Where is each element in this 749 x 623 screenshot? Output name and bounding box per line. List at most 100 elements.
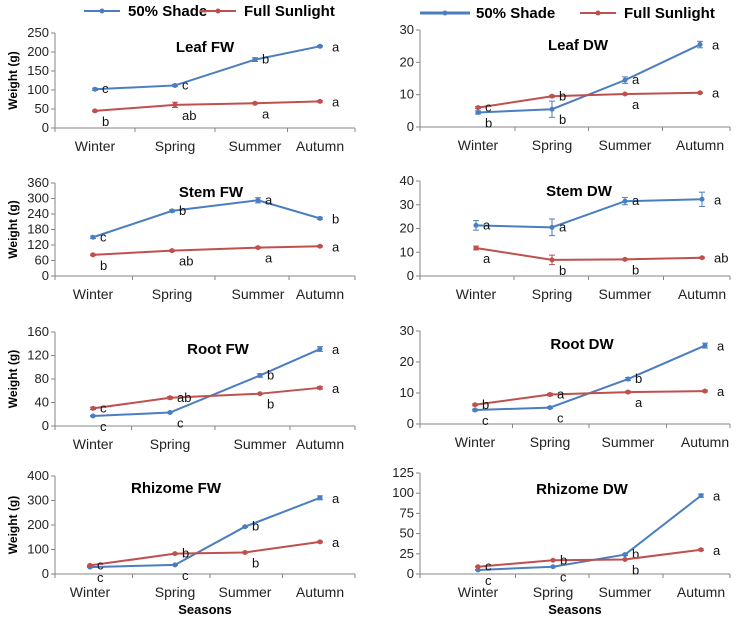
- data-point: [699, 255, 705, 261]
- series-shade: c cba: [92, 39, 340, 96]
- significance-label: b: [102, 114, 109, 129]
- y-tick-label: 0: [42, 418, 49, 433]
- y-tick-label: 120: [27, 348, 49, 363]
- data-point: [252, 100, 258, 106]
- legend-2: 50% Shade Full Sunlight: [420, 5, 715, 22]
- legend-label-shade: 50% Shade: [476, 5, 555, 22]
- significance-label: a: [712, 38, 720, 53]
- significance-label: ab: [179, 254, 193, 269]
- y-tick-label: 20: [400, 221, 414, 236]
- data-point: [167, 395, 173, 401]
- legend-marker-sun: [595, 10, 601, 16]
- data-point: [473, 245, 479, 251]
- series-line: [477, 91, 701, 109]
- significance-label: b: [252, 519, 259, 534]
- significance-label: b: [635, 371, 642, 386]
- series-shade: c cba: [475, 489, 721, 588]
- x-tick-label: Spring: [533, 584, 573, 600]
- data-point: [699, 196, 705, 202]
- panel-title: Root DW: [550, 336, 614, 353]
- significance-label: a: [713, 489, 721, 504]
- data-point: [172, 102, 178, 108]
- panel-root-dw: 0 10 20 30 Winter Spring Summer Autumn Root DW c c…: [400, 323, 731, 450]
- data-point: [92, 108, 98, 114]
- significance-label: a: [632, 97, 640, 112]
- panel-title: Stem DW: [546, 183, 613, 200]
- data-point: [90, 413, 96, 419]
- data-point: [87, 562, 93, 568]
- significance-label: c: [557, 411, 564, 426]
- panel-title: Root FW: [187, 341, 249, 358]
- data-point: [472, 402, 478, 408]
- data-point: [317, 539, 323, 545]
- data-point: [255, 197, 261, 203]
- y-tick-label: 0: [407, 119, 414, 134]
- y-tick-label: 50: [35, 101, 49, 116]
- significance-label: b: [332, 211, 339, 226]
- y-tick-label: 160: [27, 324, 49, 339]
- significance-label: c: [177, 415, 184, 430]
- significance-label: a: [262, 106, 270, 121]
- y-tick-label: 200: [27, 517, 49, 532]
- y-tick-label: 100: [392, 485, 414, 500]
- significance-label: c: [97, 570, 104, 585]
- data-point: [625, 376, 631, 382]
- y-tick-label: 360: [27, 175, 49, 190]
- significance-label: a: [557, 387, 565, 402]
- significance-label: a: [332, 381, 340, 396]
- y-axis-label: Weight (g): [6, 350, 20, 408]
- y-tick-label: 20: [400, 354, 414, 369]
- x-tick-label: Autumn: [676, 137, 724, 153]
- y-tick-label: 400: [27, 468, 49, 483]
- x-tick-label: Summer: [232, 286, 285, 302]
- legend-marker-sun: [215, 8, 221, 14]
- y-tick-label: 150: [27, 63, 49, 78]
- significance-label: a: [632, 193, 640, 208]
- legend-label-sun: Full Sunlight: [624, 5, 715, 22]
- significance-label: a: [483, 217, 491, 232]
- series-shade: c cba: [90, 342, 340, 434]
- significance-label: b: [179, 203, 186, 218]
- data-point: [550, 557, 556, 563]
- significance-label: b: [560, 552, 567, 567]
- significance-label: a: [483, 251, 491, 266]
- series-line: [92, 245, 321, 256]
- data-point: [547, 392, 553, 398]
- data-point: [172, 551, 178, 557]
- significance-label: b: [267, 367, 274, 382]
- significance-label: b: [262, 52, 269, 67]
- x-tick-label: Winter: [458, 137, 499, 153]
- x-tick-label: Spring: [155, 138, 195, 154]
- y-tick-label: 30: [400, 22, 414, 37]
- data-point: [167, 409, 173, 415]
- x-tick-label: Summer: [602, 434, 655, 450]
- data-point: [625, 389, 631, 395]
- significance-label: c: [100, 229, 107, 244]
- series-line: [92, 386, 321, 410]
- data-point: [92, 86, 98, 92]
- x-tick-label: Summer: [599, 286, 652, 302]
- significance-label: a: [332, 39, 340, 54]
- data-point: [549, 106, 555, 112]
- y-axis-label: Weight (g): [6, 200, 20, 258]
- significance-label: a: [332, 239, 340, 254]
- data-point: [702, 343, 708, 349]
- y-tick-label: 0: [407, 268, 414, 283]
- data-point: [257, 372, 263, 378]
- data-point: [622, 256, 628, 262]
- significance-label: b: [100, 258, 107, 273]
- x-tick-label: Winter: [455, 434, 496, 450]
- x-tick-label: Winter: [73, 436, 114, 452]
- data-point: [550, 564, 556, 570]
- x-axis-label: Seasons: [178, 602, 231, 617]
- y-tick-label: 180: [27, 222, 49, 237]
- data-point: [257, 391, 263, 397]
- panel-rhizome-fw: 0 100 200 300 400 Winter Spring Summer Autumn Rhi…: [6, 468, 356, 617]
- series-sun: c ab b a: [90, 381, 340, 415]
- data-point: [169, 208, 175, 214]
- panel-title: Leaf DW: [548, 37, 609, 54]
- series-line: [474, 390, 706, 406]
- y-tick-label: 10: [400, 385, 414, 400]
